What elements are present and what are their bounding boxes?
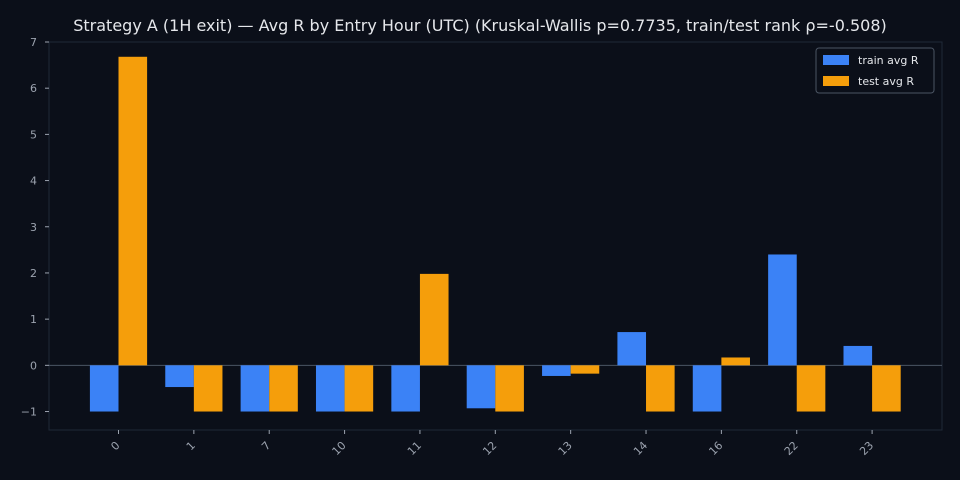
y-tick-label: 4 xyxy=(30,175,37,188)
legend-swatch xyxy=(823,76,849,86)
y-tick-label: 2 xyxy=(30,267,37,280)
y-tick-label: 0 xyxy=(30,359,37,372)
bar-test-22 xyxy=(796,365,826,412)
legend: train avg R test avg R xyxy=(815,47,935,94)
y-tick-label: 3 xyxy=(30,221,37,234)
bar-test-16 xyxy=(721,357,750,366)
bar-test-14 xyxy=(646,365,675,412)
bar-test-12 xyxy=(495,365,524,412)
bar-train-7 xyxy=(240,365,270,412)
bar-train-12 xyxy=(466,365,496,409)
bar-train-22 xyxy=(768,254,797,366)
y-tick-label: 5 xyxy=(30,128,37,141)
bar-test-11 xyxy=(419,273,449,366)
bar-test-13 xyxy=(570,365,600,374)
bar-test-7 xyxy=(269,365,298,412)
y-tick-label: 6 xyxy=(30,82,37,95)
y-tick-label: 7 xyxy=(30,36,37,49)
bar-train-1 xyxy=(165,365,194,388)
bar-train-0 xyxy=(89,365,119,412)
bar-train-14 xyxy=(617,332,647,366)
bar-train-11 xyxy=(391,365,420,412)
bar-train-10 xyxy=(315,365,345,412)
bar-train-13 xyxy=(542,365,571,376)
y-tick-label: 1 xyxy=(30,313,37,326)
bar-train-23 xyxy=(843,345,873,366)
bar-train-16 xyxy=(692,365,722,412)
bar-test-23 xyxy=(872,365,901,412)
bar-test-10 xyxy=(344,365,374,412)
y-tick-label: −1 xyxy=(21,406,37,419)
legend-label: train avg R xyxy=(858,54,919,67)
legend-label: test avg R xyxy=(858,75,914,88)
legend-swatch xyxy=(823,55,849,65)
chart-title: Strategy A (1H exit) — Avg R by Entry Ho… xyxy=(73,16,887,35)
bar-test-0 xyxy=(118,56,148,366)
bar-test-1 xyxy=(193,365,223,412)
